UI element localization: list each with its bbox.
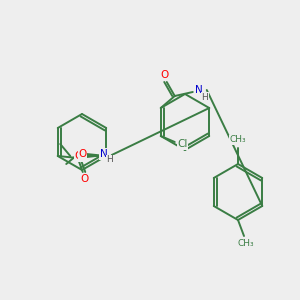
Text: O: O: [78, 149, 86, 159]
Text: H: H: [106, 155, 113, 164]
Text: N: N: [100, 149, 108, 159]
Text: CH₃: CH₃: [238, 238, 254, 247]
Text: N: N: [195, 85, 202, 95]
Text: O: O: [81, 174, 89, 184]
Text: Cl: Cl: [178, 139, 188, 149]
Text: CH₃: CH₃: [230, 136, 246, 145]
Text: H: H: [201, 92, 208, 101]
Text: O: O: [160, 70, 169, 80]
Text: O: O: [74, 151, 82, 161]
